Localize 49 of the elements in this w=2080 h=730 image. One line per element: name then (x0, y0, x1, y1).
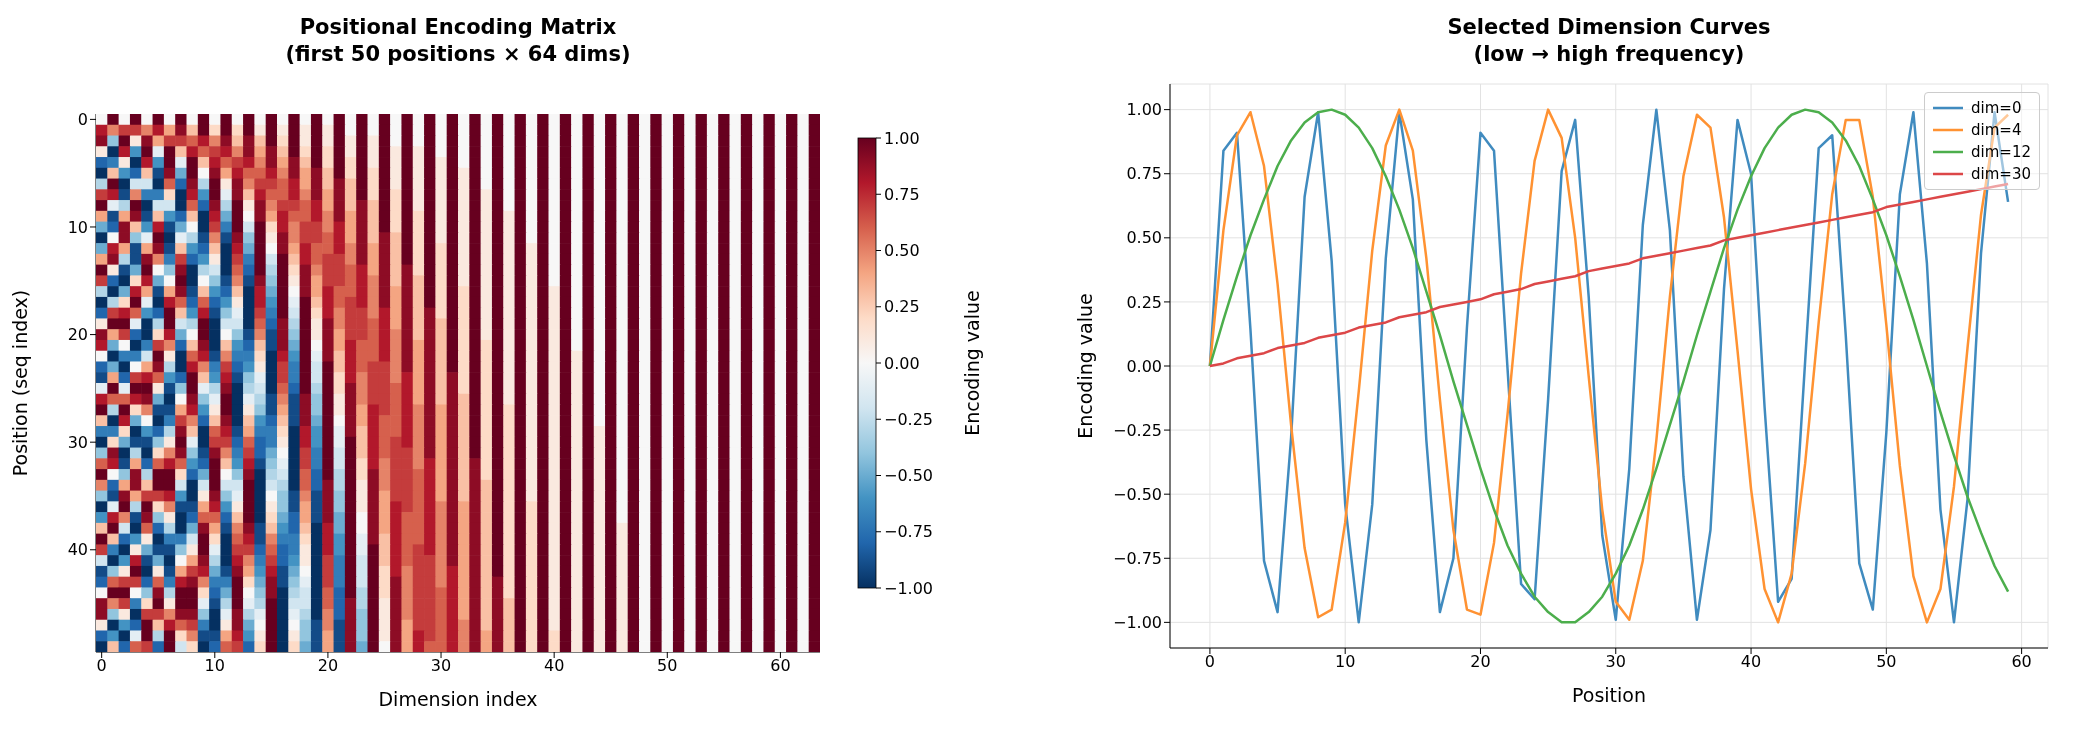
x-tick-label: 20 (1470, 652, 1491, 672)
x-tick-label: 60 (770, 656, 791, 676)
x-tick-label: 10 (204, 656, 225, 676)
y-tick-label: −1.00 (1112, 613, 1162, 633)
color-bar-label: 0.25 (884, 297, 920, 317)
y-tick-label: −0.50 (1112, 484, 1162, 504)
x-tick-label: 10 (1335, 652, 1356, 672)
x-tick-label: 30 (1605, 652, 1626, 672)
line-series (1208, 182, 2010, 368)
y-tick-label: 10 (67, 217, 88, 237)
x-tick-label: 50 (657, 656, 678, 676)
x-tick-label: 60 (2011, 652, 2032, 672)
chart-title: Positional Encoding Matrix (first 50 positions × 64 dims) (284, 14, 632, 68)
legend-label: dim=4 (1971, 121, 2022, 139)
x-tick-label: 40 (543, 656, 565, 676)
y-axis-title: Encoding value (1074, 293, 1096, 439)
color-bar-title: Encoding value (961, 290, 983, 436)
y-tick-label: 30 (67, 432, 88, 452)
y-tick-label: 0.50 (1126, 228, 1162, 248)
x-tick-label: 30 (430, 656, 452, 676)
color-bar-label: −0.75 (884, 522, 934, 542)
y-tick-label: 20 (67, 325, 88, 345)
color-bar-label: 1.00 (884, 128, 920, 148)
x-tick-label: 50 (1876, 652, 1897, 672)
x-tick-label: 0 (1204, 652, 1215, 672)
y-tick-label: 0.75 (1126, 164, 1162, 184)
legend-label: dim=0 (1971, 99, 2022, 117)
x-tick-label: 0 (96, 656, 107, 676)
color-bar-label: 0.75 (884, 184, 920, 204)
y-tick-label: −0.25 (1112, 420, 1162, 440)
y-tick-label: 1.00 (1126, 100, 1162, 120)
color-bar-label: −1.00 (884, 578, 934, 598)
x-tick-label: 40 (1740, 652, 1762, 672)
x-axis-title: Position (1571, 684, 1647, 706)
y-tick-label: 40 (67, 540, 88, 560)
legend-label: dim=12 (1971, 143, 2031, 161)
color-bar-label: −0.25 (884, 409, 934, 429)
chart-title: Selected Dimension Curves (low → high frequency) (1446, 14, 1772, 68)
legend-label: dim=30 (1971, 165, 2031, 183)
color-bar-label: 0.00 (884, 353, 920, 373)
y-axis-title: Position (seq index) (9, 289, 31, 477)
y-tick-label: 0.00 (1126, 356, 1162, 376)
x-axis-title: Dimension index (377, 688, 539, 710)
y-tick-label: 0 (77, 110, 88, 130)
x-tick-label: 20 (317, 656, 339, 676)
color-bar-label: −0.50 (884, 466, 934, 485)
color-bar-label: 0.50 (884, 241, 920, 260)
y-tick-label: −0.75 (1112, 548, 1162, 568)
y-tick-label: 0.25 (1126, 292, 1162, 312)
